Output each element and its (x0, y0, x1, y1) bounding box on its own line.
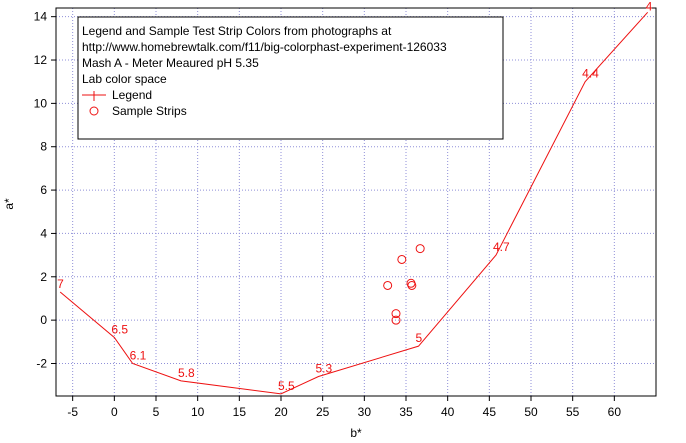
x-tick-label: 60 (608, 405, 622, 419)
data-point (415, 244, 425, 254)
data-point (383, 280, 393, 290)
x-tick-label: 35 (399, 405, 413, 419)
data-point (397, 254, 407, 264)
x-tick-label: 50 (524, 405, 538, 419)
point-label: 6.1 (130, 348, 147, 362)
y-tick-label: 14 (34, 10, 48, 24)
y-axis-ticks: -2 0 2 4 6 8 10 12 14 (34, 10, 56, 370)
x-tick-label: 15 (233, 405, 247, 419)
y-tick-label: 12 (34, 53, 48, 67)
legend-series-name-2: Sample Strips (112, 104, 187, 118)
plot-frame (55, 7, 657, 397)
x-tick-label: 55 (566, 405, 580, 419)
data-point (407, 280, 417, 290)
series-1: 7 6.56.1 5.8 5.5 5.3 5 4.7 4.4 4 (57, 0, 653, 395)
point-label: 5.5 (278, 379, 295, 393)
legend: Legend and Sample Test Strip Colors from… (77, 16, 504, 140)
point-label: 7 (57, 277, 64, 291)
legend-series-name-1: Legend (112, 88, 152, 102)
point-label: 4 (646, 0, 653, 13)
point-label: 4.4 (582, 67, 599, 81)
legend-text-line-4: Lab color space (82, 72, 167, 86)
x-tick-label: 5 (153, 405, 160, 419)
x-axis-ticks: -5 0 5 10 15 20 25 30 35 40 45 50 55 60 (67, 396, 621, 419)
y-axis-title: a* (2, 198, 16, 210)
x-tick-label: 10 (191, 405, 205, 419)
x-tick-label: -5 (67, 405, 78, 419)
x-axis-title: b* (350, 426, 362, 440)
legend-text-line-3: Mash A - Meter Meaured pH 5.35 (82, 56, 259, 70)
series-2 (383, 244, 425, 325)
y-tick-label: 10 (34, 96, 48, 110)
point-label: 5.8 (178, 366, 195, 380)
legend-box (77, 16, 504, 140)
point-label: 6.5 (111, 322, 128, 336)
point-label: 5 (416, 331, 423, 345)
y-tick-label: 0 (40, 313, 47, 327)
x-tick-label: 30 (358, 405, 372, 419)
y-tick-label: 4 (40, 226, 47, 240)
legend-text-line-2: http://www.homebrewtalk.com/f11/big-colo… (82, 40, 447, 54)
x-tick-label: 25 (316, 405, 330, 419)
y-tick-label: 6 (40, 183, 47, 197)
point-label: 4.7 (493, 240, 510, 254)
series-line (59, 12, 649, 395)
legend-text-line-1: Legend and Sample Test Strip Colors from… (82, 24, 392, 38)
y-tick-label: -2 (36, 356, 47, 370)
data-point (391, 315, 401, 325)
x-tick-label: 0 (111, 405, 118, 419)
x-tick-label: 45 (483, 405, 497, 419)
series-layer: 7 6.56.1 5.8 5.5 5.3 5 4.7 4.4 4 (57, 0, 653, 395)
point-label: 5.3 (316, 361, 333, 375)
y-tick-label: 2 (40, 270, 47, 284)
y-tick-label: 8 (40, 140, 47, 154)
legend-line-symbol-icon (82, 91, 106, 101)
x-tick-label: 20 (274, 405, 288, 419)
data-point (391, 309, 401, 319)
legend-marker-symbol-icon (89, 106, 99, 116)
x-tick-label: 40 (441, 405, 455, 419)
